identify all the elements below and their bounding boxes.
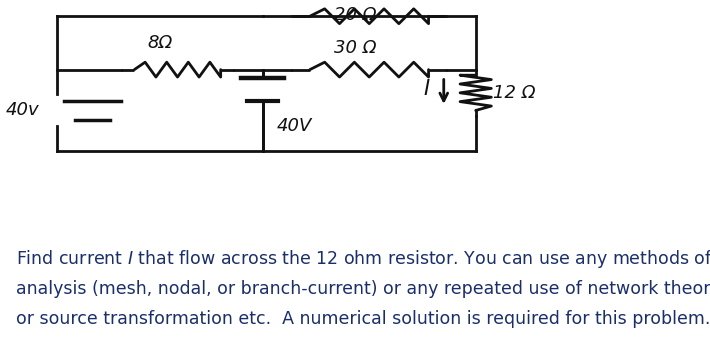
Text: or source transformation etc.  A numerical solution is required for this problem: or source transformation etc. A numerica… <box>16 310 710 328</box>
Text: 20 Ω: 20 Ω <box>334 6 376 24</box>
Text: 40v: 40v <box>6 101 40 119</box>
Text: analysis (mesh, nodal, or branch-current) or any repeated use of network theorem: analysis (mesh, nodal, or branch-current… <box>16 280 710 298</box>
Text: I: I <box>423 79 429 99</box>
Text: 30 Ω: 30 Ω <box>334 39 376 57</box>
Text: 40V: 40V <box>277 117 312 135</box>
Text: 8Ω: 8Ω <box>147 34 173 52</box>
Text: Find current $\mathit{I}$ that flow across the 12 ohm resistor. You can use any : Find current $\mathit{I}$ that flow acro… <box>16 248 710 270</box>
Text: 12 Ω: 12 Ω <box>493 84 536 102</box>
